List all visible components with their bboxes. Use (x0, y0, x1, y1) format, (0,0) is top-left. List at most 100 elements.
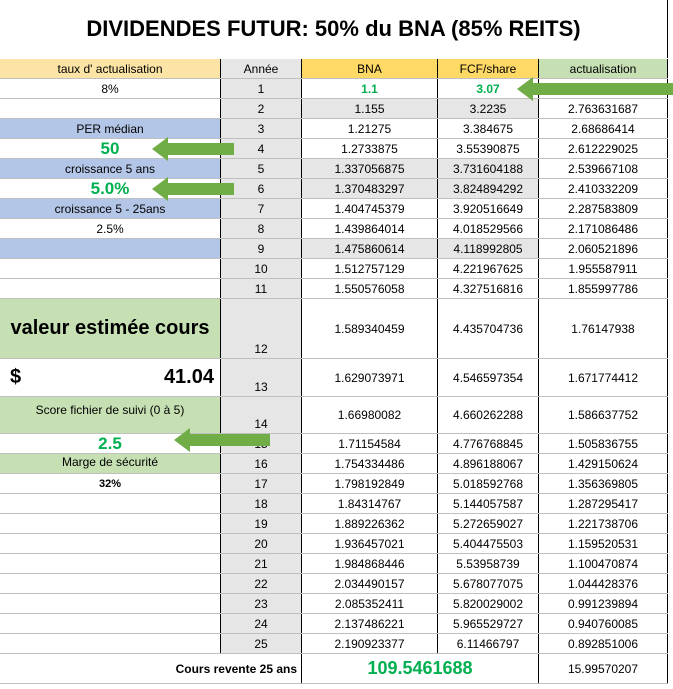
empty-cell[interactable] (0, 494, 221, 513)
fcf-cell[interactable]: 4.118992805 (438, 239, 539, 258)
empty-cell[interactable] (0, 514, 221, 533)
act-cell[interactable]: 2.539667108 (539, 159, 668, 178)
empty-cell[interactable] (0, 594, 221, 613)
fcf-cell[interactable]: 5.272659027 (438, 514, 539, 533)
bna-cell[interactable]: 1.404745379 (302, 199, 438, 218)
year-cell[interactable]: 7 (221, 199, 302, 218)
year-cell[interactable]: 23 (221, 594, 302, 613)
act-cell[interactable]: 2.612229025 (539, 139, 668, 158)
year-cell[interactable]: 14 (221, 397, 302, 433)
fcf-cell[interactable]: 3.384675 (438, 119, 539, 138)
fcf-cell[interactable]: 4.327516816 (438, 279, 539, 298)
year-cell[interactable]: 17 (221, 474, 302, 493)
empty-cell[interactable] (0, 574, 221, 593)
bna-cell[interactable]: 1.798192849 (302, 474, 438, 493)
act-cell[interactable]: 1.76147938 (539, 299, 668, 358)
per-label[interactable]: PER médian (0, 119, 221, 138)
year-cell[interactable]: 4 (221, 139, 302, 158)
empty-cell[interactable] (0, 554, 221, 573)
empty-cell[interactable] (0, 279, 221, 298)
fcf-cell[interactable]: 5.404475503 (438, 534, 539, 553)
bna-cell[interactable]: 1.1 (302, 79, 438, 98)
header-taux[interactable]: taux d' actualisation (0, 59, 221, 78)
bna-cell[interactable]: 1.754334486 (302, 454, 438, 473)
act-cell[interactable]: 1.221738706 (539, 514, 668, 533)
fcf-cell[interactable]: 3.55390875 (438, 139, 539, 158)
act-cell[interactable]: 1.100470874 (539, 554, 668, 573)
bna-cell[interactable]: 2.085352411 (302, 594, 438, 613)
bna-cell[interactable]: 1.984868446 (302, 554, 438, 573)
taux-value[interactable]: 8% (0, 79, 221, 98)
bna-cell[interactable]: 1.71154584 (302, 434, 438, 453)
valeur-cell[interactable]: $41.04 (0, 359, 221, 396)
act-cell[interactable]: 2.763631687 (539, 99, 668, 118)
header-annee[interactable]: Année (221, 59, 302, 78)
fcf-cell[interactable]: 6.11466797 (438, 634, 539, 653)
bna-cell[interactable]: 1.2733875 (302, 139, 438, 158)
bna-cell[interactable]: 1.370483297 (302, 179, 438, 198)
act-cell[interactable]: 2.171086486 (539, 219, 668, 238)
bna-cell[interactable]: 1.475860614 (302, 239, 438, 258)
score-label[interactable]: Score fichier de suivi (0 à 5) (0, 397, 221, 433)
bna-cell[interactable]: 1.439864014 (302, 219, 438, 238)
fcf-cell[interactable]: 3.920516649 (438, 199, 539, 218)
year-cell[interactable]: 21 (221, 554, 302, 573)
fcf-cell[interactable]: 5.965529727 (438, 614, 539, 633)
empty-cell[interactable] (0, 99, 221, 118)
marge-value[interactable]: 32% (0, 474, 221, 493)
bna-cell[interactable]: 1.512757129 (302, 259, 438, 278)
bna-cell[interactable]: 1.66980082 (302, 397, 438, 433)
bna-cell[interactable]: 2.034490157 (302, 574, 438, 593)
act-cell[interactable]: 0.940760085 (539, 614, 668, 633)
croissance25-label[interactable]: croissance 5 - 25ans (0, 199, 221, 218)
croissance5-label[interactable]: croissance 5 ans (0, 159, 221, 178)
year-cell[interactable]: 1 (221, 79, 302, 98)
act-cell[interactable]: 1.044428376 (539, 574, 668, 593)
act-cell[interactable]: 1.356369805 (539, 474, 668, 493)
valeur-label[interactable]: valeur estimée cours (0, 299, 221, 358)
marge-label[interactable]: Marge de sécurité (0, 454, 221, 473)
act-cell[interactable]: 1.855997786 (539, 279, 668, 298)
act-cell[interactable]: 1.586637752 (539, 397, 668, 433)
empty-cell[interactable] (0, 259, 221, 278)
act-cell[interactable]: 2.68686414 (539, 119, 668, 138)
year-cell[interactable]: 16 (221, 454, 302, 473)
act-cell[interactable]: 1.505836755 (539, 434, 668, 453)
bna-cell[interactable]: 1.589340459 (302, 299, 438, 358)
bna-cell[interactable]: 2.137486221 (302, 614, 438, 633)
empty-cell[interactable] (0, 634, 221, 653)
bna-cell[interactable]: 1.21275 (302, 119, 438, 138)
fcf-cell[interactable]: 3.824894292 (438, 179, 539, 198)
year-cell[interactable]: 22 (221, 574, 302, 593)
act-cell[interactable]: 2.287583809 (539, 199, 668, 218)
fcf-cell[interactable]: 4.660262288 (438, 397, 539, 433)
fcf-cell[interactable]: 5.144057587 (438, 494, 539, 513)
act-cell[interactable]: 1.159520531 (539, 534, 668, 553)
year-cell[interactable]: 9 (221, 239, 302, 258)
fcf-cell[interactable]: 3.2235 (438, 99, 539, 118)
bna-cell[interactable]: 1.889226362 (302, 514, 438, 533)
bna-cell[interactable]: 1.629073971 (302, 359, 438, 396)
year-cell[interactable]: 10 (221, 259, 302, 278)
year-cell[interactable]: 13 (221, 359, 302, 396)
fcf-cell[interactable]: 4.776768845 (438, 434, 539, 453)
act-cell[interactable]: 1.955587911 (539, 259, 668, 278)
fcf-cell[interactable]: 5.820029002 (438, 594, 539, 613)
bna-cell[interactable]: 1.84314767 (302, 494, 438, 513)
act-cell[interactable]: 0.991239894 (539, 594, 668, 613)
year-cell[interactable]: 24 (221, 614, 302, 633)
fcf-cell[interactable]: 5.678077075 (438, 574, 539, 593)
year-cell[interactable]: 18 (221, 494, 302, 513)
fcf-cell[interactable]: 5.53958739 (438, 554, 539, 573)
year-cell[interactable]: 25 (221, 634, 302, 653)
year-cell[interactable]: 8 (221, 219, 302, 238)
empty-cell[interactable] (0, 534, 221, 553)
fcf-cell[interactable]: 4.221967625 (438, 259, 539, 278)
header-bna[interactable]: BNA (302, 59, 438, 78)
bna-cell[interactable]: 1.936457021 (302, 534, 438, 553)
fcf-cell[interactable]: 5.018592768 (438, 474, 539, 493)
fcf-cell[interactable]: 4.896188067 (438, 454, 539, 473)
fcf-cell[interactable]: 4.546597354 (438, 359, 539, 396)
header-fcf[interactable]: FCF/share (438, 59, 539, 78)
fcf-cell[interactable]: 3.731604188 (438, 159, 539, 178)
